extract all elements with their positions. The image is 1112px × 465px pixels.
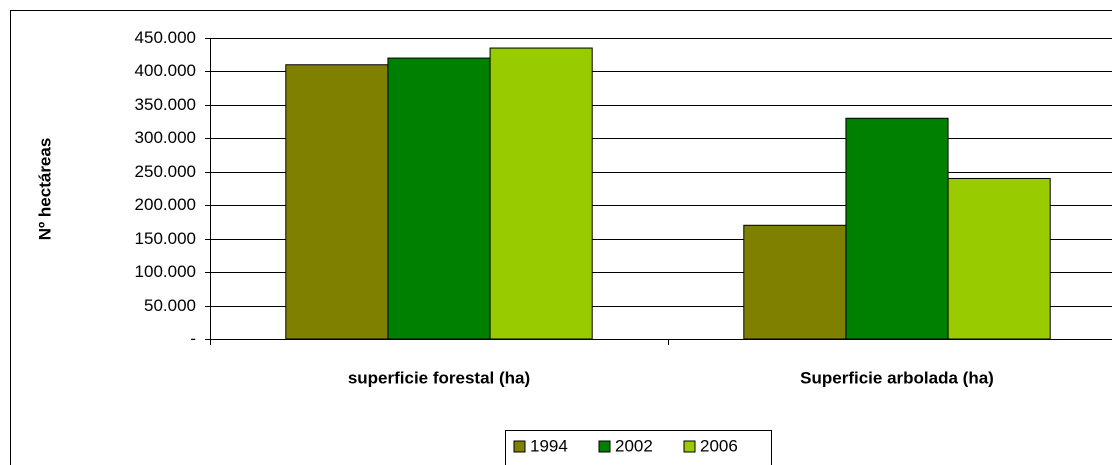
y-tick-label: 300.000 xyxy=(135,128,196,147)
legend-swatch xyxy=(683,440,696,453)
y-tick-label: 450.000 xyxy=(135,28,196,47)
legend-label: 2006 xyxy=(700,436,738,455)
bar xyxy=(387,57,491,340)
y-tick-label: 150.000 xyxy=(135,229,196,248)
bar xyxy=(489,47,593,340)
x-tick-label: Superficie arbolada (ha) xyxy=(800,368,994,387)
y-tick-label: 200.000 xyxy=(135,195,196,214)
bar xyxy=(743,224,847,340)
legend-label: 2002 xyxy=(615,436,653,455)
y-tick-label: 50.000 xyxy=(144,296,196,315)
legend-swatch xyxy=(598,440,611,453)
legend-swatch xyxy=(513,440,526,453)
legend-box xyxy=(505,430,772,465)
y-tick-label: 100.000 xyxy=(135,262,196,281)
bar xyxy=(947,177,1051,340)
bar xyxy=(845,117,949,340)
legend-label: 1994 xyxy=(530,436,568,455)
y-axis-label: Nº hectáreas xyxy=(35,138,54,241)
y-tick-label: 250.000 xyxy=(135,162,196,181)
x-tick-label: superficie forestal (ha) xyxy=(348,368,530,387)
y-tick-label: 350.000 xyxy=(135,95,196,114)
bar xyxy=(285,64,389,340)
y-tick-label: - xyxy=(190,329,196,348)
y-tick-label: 400.000 xyxy=(135,61,196,80)
